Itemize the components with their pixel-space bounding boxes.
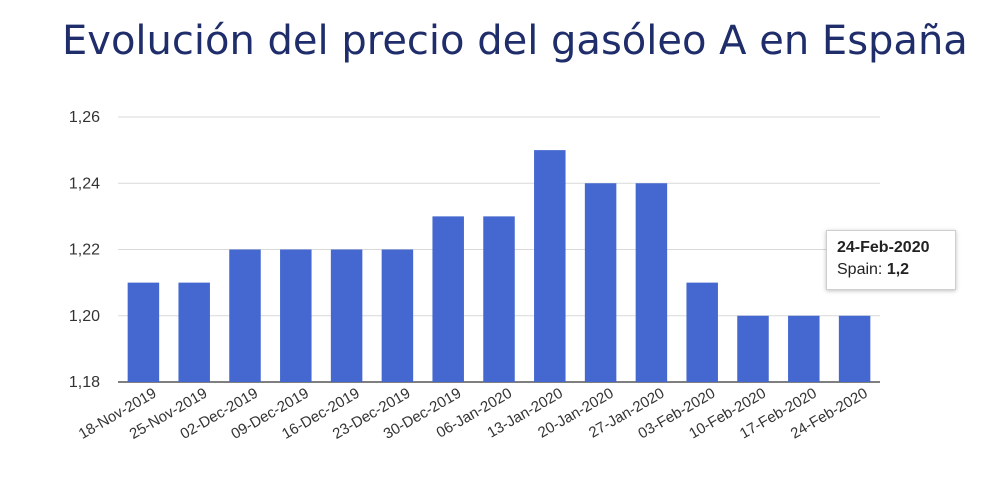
y-tick-label: 1,26 xyxy=(69,109,100,126)
bar[interactable] xyxy=(280,249,312,383)
tooltip-date: 24-Feb-2020 xyxy=(837,239,930,256)
bar[interactable] xyxy=(127,282,160,382)
bar[interactable] xyxy=(229,249,261,383)
tooltip-series-label: Spain: xyxy=(837,261,883,278)
bar[interactable] xyxy=(686,282,718,382)
bar[interactable] xyxy=(788,315,820,382)
bar[interactable] xyxy=(838,315,871,382)
bar[interactable] xyxy=(432,216,464,382)
y-axis-ticks: 1,18 1,20 1,22 1,24 1,26 xyxy=(69,109,100,391)
bars xyxy=(127,150,871,383)
bar[interactable] xyxy=(737,315,769,382)
bar[interactable] xyxy=(584,183,617,382)
y-tick-label: 1,22 xyxy=(69,242,100,259)
bar[interactable] xyxy=(483,216,515,382)
y-tick-label: 1,18 xyxy=(69,374,100,391)
bar[interactable] xyxy=(330,249,363,383)
bar[interactable] xyxy=(178,282,210,382)
chart-title: Evolución del precio del gasóleo A en Es… xyxy=(62,18,968,64)
y-tick-label: 1,24 xyxy=(69,175,100,192)
x-axis-ticks: 18-Nov-201925-Nov-201902-Dec-201909-Dec-… xyxy=(76,385,871,443)
tooltip-value: 1,2 xyxy=(886,261,910,278)
y-tick-label: 1,20 xyxy=(69,308,100,325)
bar[interactable] xyxy=(534,150,566,382)
tooltip: 24-Feb-2020 Spain: 1,2 xyxy=(826,230,956,290)
bar[interactable] xyxy=(381,249,414,383)
bar[interactable] xyxy=(635,183,668,382)
